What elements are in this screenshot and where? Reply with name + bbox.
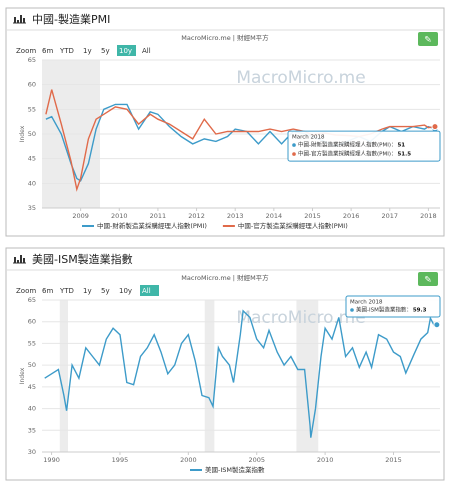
y-tick-label: 60 [28,318,36,326]
tooltip [287,130,441,162]
x-tick-label: 2011 [150,212,167,220]
edit-icon: ✎ [424,36,432,46]
shaded-band [296,300,319,452]
zoom-button-active [140,285,159,296]
zoom-button[interactable]: 1y [83,47,92,55]
tooltip-title: March 2018 [350,300,383,306]
title-icon [17,260,19,263]
tooltip-label: 中國-財新製造業採購經理人指數(PMI)： [298,141,396,149]
edit-button[interactable] [418,272,438,286]
y-tick-label: 50 [28,361,36,369]
y-tick-label: 45 [28,155,36,163]
watermark: MacroMicro.me [236,308,365,328]
last-point [431,123,439,131]
y-tick-label: 60 [28,81,36,89]
zoom-button[interactable]: 6m [42,47,53,55]
x-tick-label: 2010 [317,456,334,464]
legend-label[interactable]: 中國-官方製造業採購經理人指數(PMI) [238,221,348,230]
tooltip-label: 中國-官方製造業採購經理人指數(PMI)： [298,150,396,158]
x-tick-label: 1990 [43,456,60,464]
x-tick-label: 2016 [343,212,360,220]
title-icon [14,17,16,23]
tooltip-label: 美國-ISM製造業指數： [356,306,412,314]
legend-label[interactable]: 中國-財新製造業採購經理人指數(PMI) [97,221,207,230]
x-tick-label: 2012 [188,212,205,220]
edit-button[interactable] [418,32,438,46]
x-tick-label: 2005 [248,456,265,464]
chart-title: 中國-製造業PMI [32,12,110,26]
x-tick-label: 2013 [227,212,244,220]
zoom-button[interactable]: YTD [59,287,74,295]
watermark: MacroMicro.me [236,68,365,88]
y-tick-label: 40 [28,179,36,187]
x-tick-label: 2018 [420,212,437,220]
zoom-button[interactable]: 5y [101,287,110,295]
title-icon [20,255,22,263]
zoom-button-active [117,45,136,56]
y-axis-label: Index [19,125,26,142]
x-tick-label: 2015 [385,456,402,464]
subtitle: MacroMicro.me | 財經M平方 [181,33,269,42]
tooltip [345,295,441,318]
x-tick-label: 2009 [72,212,89,220]
last-point [433,321,441,329]
x-tick-label: 2017 [381,212,398,220]
zoom-button[interactable]: 10y [119,47,132,55]
tooltip-value: 51 [397,143,405,149]
zoom-button[interactable]: All [142,47,151,55]
shaded-band [204,300,215,452]
x-tick-label: 2010 [111,212,128,220]
title-icon [14,257,16,263]
x-tick-label: 2014 [266,212,283,220]
tooltip-value: 51.5 [397,152,411,158]
edit-icon: ✎ [424,276,432,286]
y-tick-label: 50 [28,130,36,138]
y-tick-label: 35 [28,426,36,434]
y-axis-label: Index [19,367,26,384]
zoom-button[interactable]: All [142,287,151,295]
zoom-button[interactable]: 10y [119,287,132,295]
x-tick-label: 1995 [112,456,129,464]
shaded-band [59,300,68,452]
zoom-button[interactable]: YTD [59,47,74,55]
y-tick-label: 30 [28,448,36,456]
tooltip-dot [292,143,296,147]
title-icon [23,18,25,23]
legend-label[interactable]: 美國-ISM製造業指數 [205,465,265,474]
y-tick-label: 40 [28,405,36,413]
y-tick-label: 35 [28,204,36,212]
y-tick-label: 65 [28,296,36,304]
tooltip-title: March 2018 [292,135,325,141]
series-line [44,309,438,438]
tooltip-dot [350,308,354,312]
y-tick-label: 55 [28,339,36,347]
zoom-label: Zoom [16,47,36,55]
zoom-button[interactable]: 5y [101,47,110,55]
tooltip-value: 59.3 [413,308,427,314]
x-tick-label: 2015 [304,212,321,220]
y-tick-label: 65 [28,56,36,64]
title-icon [20,15,22,23]
zoom-button[interactable]: 1y [83,287,92,295]
title-icon [17,20,19,23]
x-tick-label: 2000 [180,456,197,464]
y-tick-label: 45 [28,383,36,391]
zoom-label: Zoom [16,287,36,295]
tooltip-dot [292,152,296,156]
title-icon [23,258,25,263]
y-tick-label: 55 [28,105,36,113]
chart-title: 美國-ISM製造業指數 [32,252,133,266]
subtitle: MacroMicro.me | 財經M平方 [181,273,269,282]
zoom-button[interactable]: 6m [42,287,53,295]
